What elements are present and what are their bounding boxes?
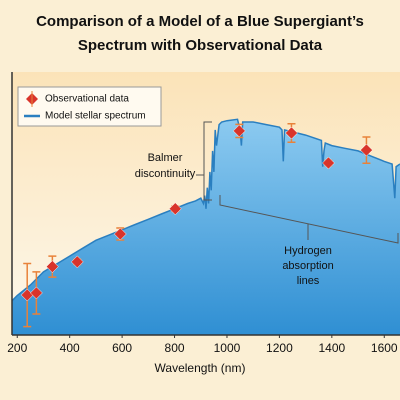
bracket [219, 195, 399, 244]
legend-label: Model stellar spectrum [45, 111, 146, 122]
x-tick-label: 1600 [371, 341, 398, 355]
annotation: Hydrogen [284, 245, 332, 257]
data-point [322, 156, 335, 170]
bracket [196, 121, 212, 201]
legend-label: Observational data [45, 94, 129, 105]
x-axis-label: Wavelength (nm) [155, 361, 246, 375]
x-tick-label: 200 [7, 341, 27, 355]
chart-title: Comparison of a Model of a Blue Supergia… [36, 13, 364, 30]
spectrum-line [11, 118, 400, 302]
data-point [285, 126, 298, 140]
x-tick-label: 1400 [318, 341, 345, 355]
data-point [168, 202, 182, 216]
annotation: Balmer [148, 152, 183, 164]
x-tick-label: 800 [165, 341, 185, 355]
area-fill [12, 119, 400, 335]
x-tick-label: 600 [112, 341, 132, 355]
annotation: discontinuity [135, 168, 196, 180]
annotation-brackets [196, 121, 399, 244]
x-tick-label: 400 [60, 341, 80, 355]
data-point [360, 143, 373, 157]
data-point [30, 286, 43, 300]
chart-title: Spectrum with Observational Data [78, 37, 323, 54]
x-tick-label: 1000 [214, 341, 241, 355]
legend: Observational data Model stellar spectru… [17, 86, 162, 127]
data-point [232, 124, 246, 138]
data-point [70, 255, 84, 269]
data-point [113, 227, 127, 241]
data-point [46, 260, 59, 273]
x-tick-label: 1200 [266, 341, 293, 355]
annotation: absorption [282, 260, 333, 272]
legend-box [17, 86, 162, 127]
annotation: lines [297, 275, 320, 287]
